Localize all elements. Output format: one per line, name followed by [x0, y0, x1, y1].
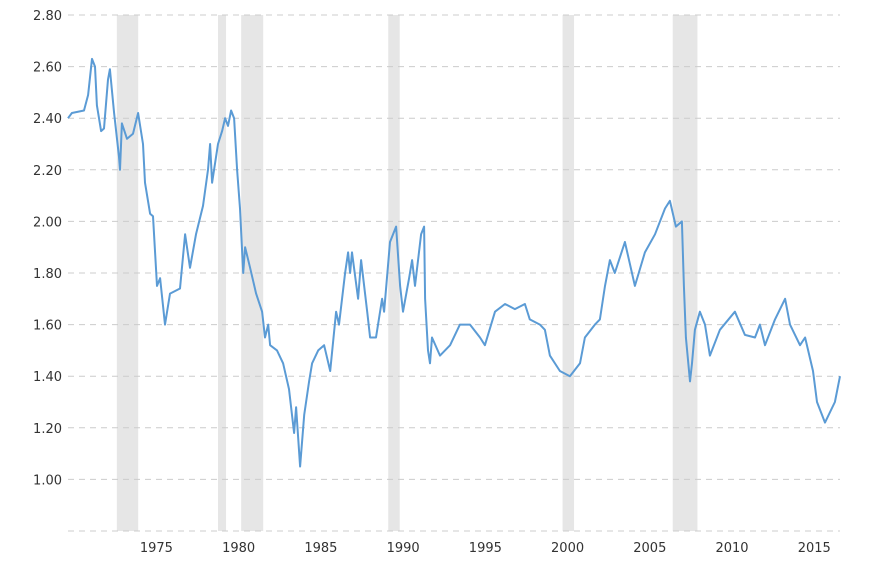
x-tick-label: 1980: [222, 541, 255, 556]
x-tick-label: 2010: [715, 541, 748, 556]
x-tick-label: 1985: [304, 541, 337, 556]
series-lines: [67, 57, 841, 468]
x-axis-labels: 1975 1980 1985 1990 1995 2000 2005 2010 2015: [140, 541, 831, 556]
y-tick-label: 2.20: [33, 164, 62, 179]
y-tick-label: 1.00: [33, 473, 62, 488]
y-tick-label: 2.40: [33, 112, 62, 127]
y-tick-label: 1.80: [33, 267, 62, 282]
y-tick-label: 1.40: [33, 370, 62, 385]
series-line: [67, 57, 841, 468]
y-tick-label: 1.20: [33, 422, 62, 437]
shaded-period: [388, 15, 400, 531]
x-tick-label: 1990: [387, 541, 420, 556]
y-tick-label: 1.60: [33, 319, 62, 334]
y-tick-label: 2.60: [33, 61, 62, 76]
x-tick-label: 1995: [469, 541, 502, 556]
y-axis-labels: 1.00 1.20 1.40 1.60 1.80 2.00 2.20 2.40 2.60 2.80: [33, 9, 62, 488]
x-tick-label: 1975: [140, 541, 173, 556]
x-tick-label: 2015: [798, 541, 831, 556]
y-tick-label: 2.00: [33, 215, 62, 230]
x-tick-label: 2005: [633, 541, 666, 556]
y-tick-label: 2.80: [33, 9, 62, 24]
x-tick-label: 2000: [551, 541, 584, 556]
gridlines: [68, 14, 840, 532]
